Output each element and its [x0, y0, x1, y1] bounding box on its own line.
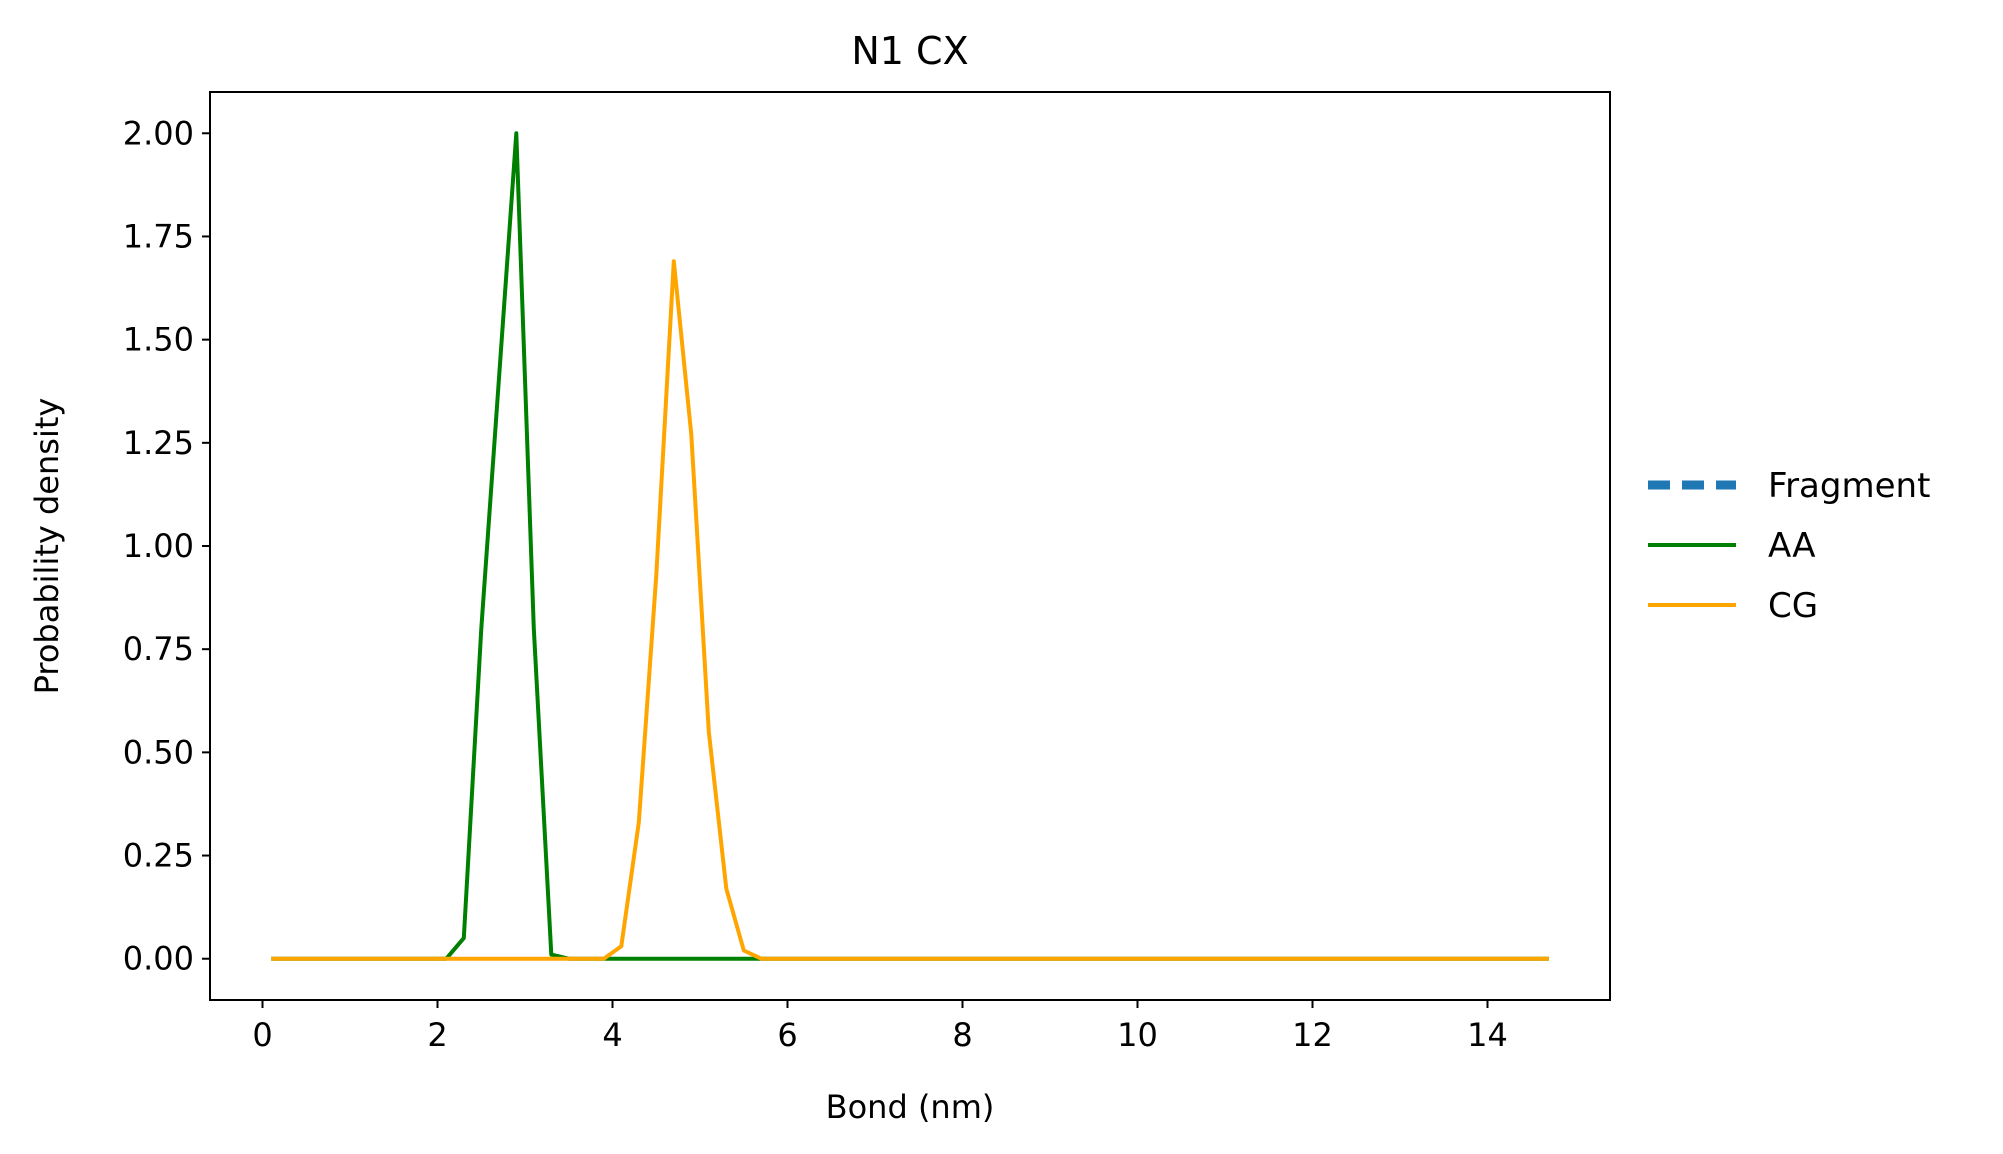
- x-tick-label: 2: [427, 1016, 447, 1054]
- y-tick-label: 1.75: [123, 217, 194, 255]
- x-tick-label: 4: [602, 1016, 622, 1054]
- y-tick-label: 1.00: [123, 527, 194, 565]
- plot-frame: [209, 91, 1611, 1001]
- x-tick-label: 12: [1292, 1016, 1333, 1054]
- y-tick-label: 0.50: [123, 733, 194, 771]
- chart-title: N1 CX: [851, 29, 968, 73]
- y-tick-label: 0.00: [123, 940, 194, 978]
- x-axis-ticks: 0 2 4 6 8 10 12 14: [252, 1000, 1508, 1054]
- x-tick-label: 8: [952, 1016, 972, 1054]
- series-line-aa: [271, 131, 1549, 961]
- y-tick-label: 1.25: [123, 424, 194, 462]
- legend-label-fragment: Fragment: [1768, 466, 1930, 506]
- y-tick-label: 0.75: [123, 630, 194, 668]
- plot-series: [271, 131, 1549, 961]
- series-line-cg: [271, 259, 1549, 961]
- legend-label-aa: AA: [1768, 526, 1815, 566]
- x-tick-label: 6: [777, 1016, 797, 1054]
- y-axis-ticks: 0.00 0.25 0.50 0.75 1.00 1.25 1.50 1.75 2.00: [123, 114, 210, 978]
- x-tick-label: 0: [252, 1016, 272, 1054]
- y-tick-label: 1.50: [123, 321, 194, 359]
- x-axis-label: Bond (nm): [826, 1088, 995, 1126]
- y-tick-label: 2.00: [123, 114, 194, 152]
- x-tick-label: 14: [1467, 1016, 1508, 1054]
- legend: Fragment AA CG: [1648, 466, 1930, 626]
- x-tick-label: 10: [1117, 1016, 1158, 1054]
- y-tick-label: 0.25: [123, 837, 194, 875]
- legend-label-cg: CG: [1768, 586, 1818, 626]
- y-axis-label: Probability density: [28, 398, 66, 695]
